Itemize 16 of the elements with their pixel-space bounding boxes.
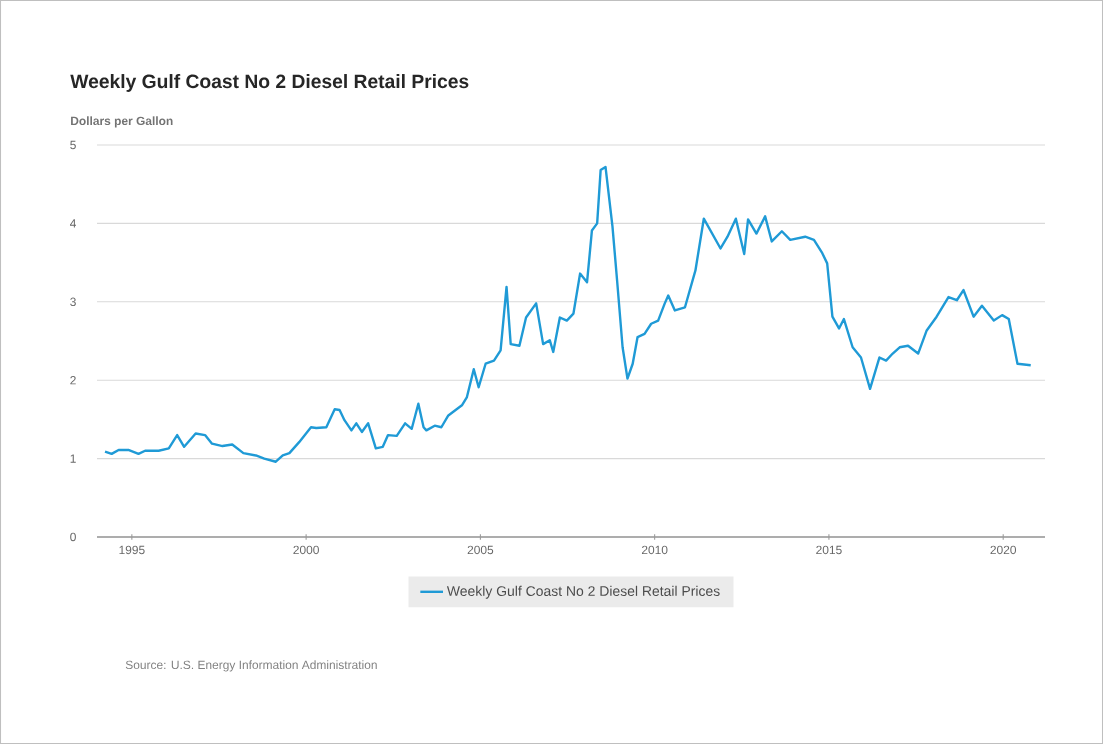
- y-tick-label: 4: [69, 219, 77, 228]
- x-tick-label: 2000: [293, 545, 319, 555]
- x-tick-label: 2015: [816, 545, 842, 555]
- source-note: Source: U.S. Energy Information Administration: [125, 660, 377, 672]
- x-tick-label: 2005: [467, 545, 494, 555]
- y-tick-label: 5: [70, 140, 76, 150]
- y-tick-label: 0: [70, 532, 76, 542]
- x-tick-label: 2020: [990, 545, 1017, 555]
- y-tick-label: 2: [70, 376, 76, 385]
- legend-label: Weekly Gulf Coast No 2 Diesel Retail Prices: [446, 585, 720, 599]
- chart-title: Weekly Gulf Coast No 2 Diesel Retail Prices: [70, 74, 469, 92]
- y-tick-label: 3: [70, 297, 76, 307]
- y-axis-title: Dollars per Gallon: [71, 116, 173, 128]
- y-tick-label: 1: [70, 454, 76, 463]
- x-tick-label: 2010: [641, 545, 668, 555]
- x-tick-label: 1995: [119, 545, 145, 555]
